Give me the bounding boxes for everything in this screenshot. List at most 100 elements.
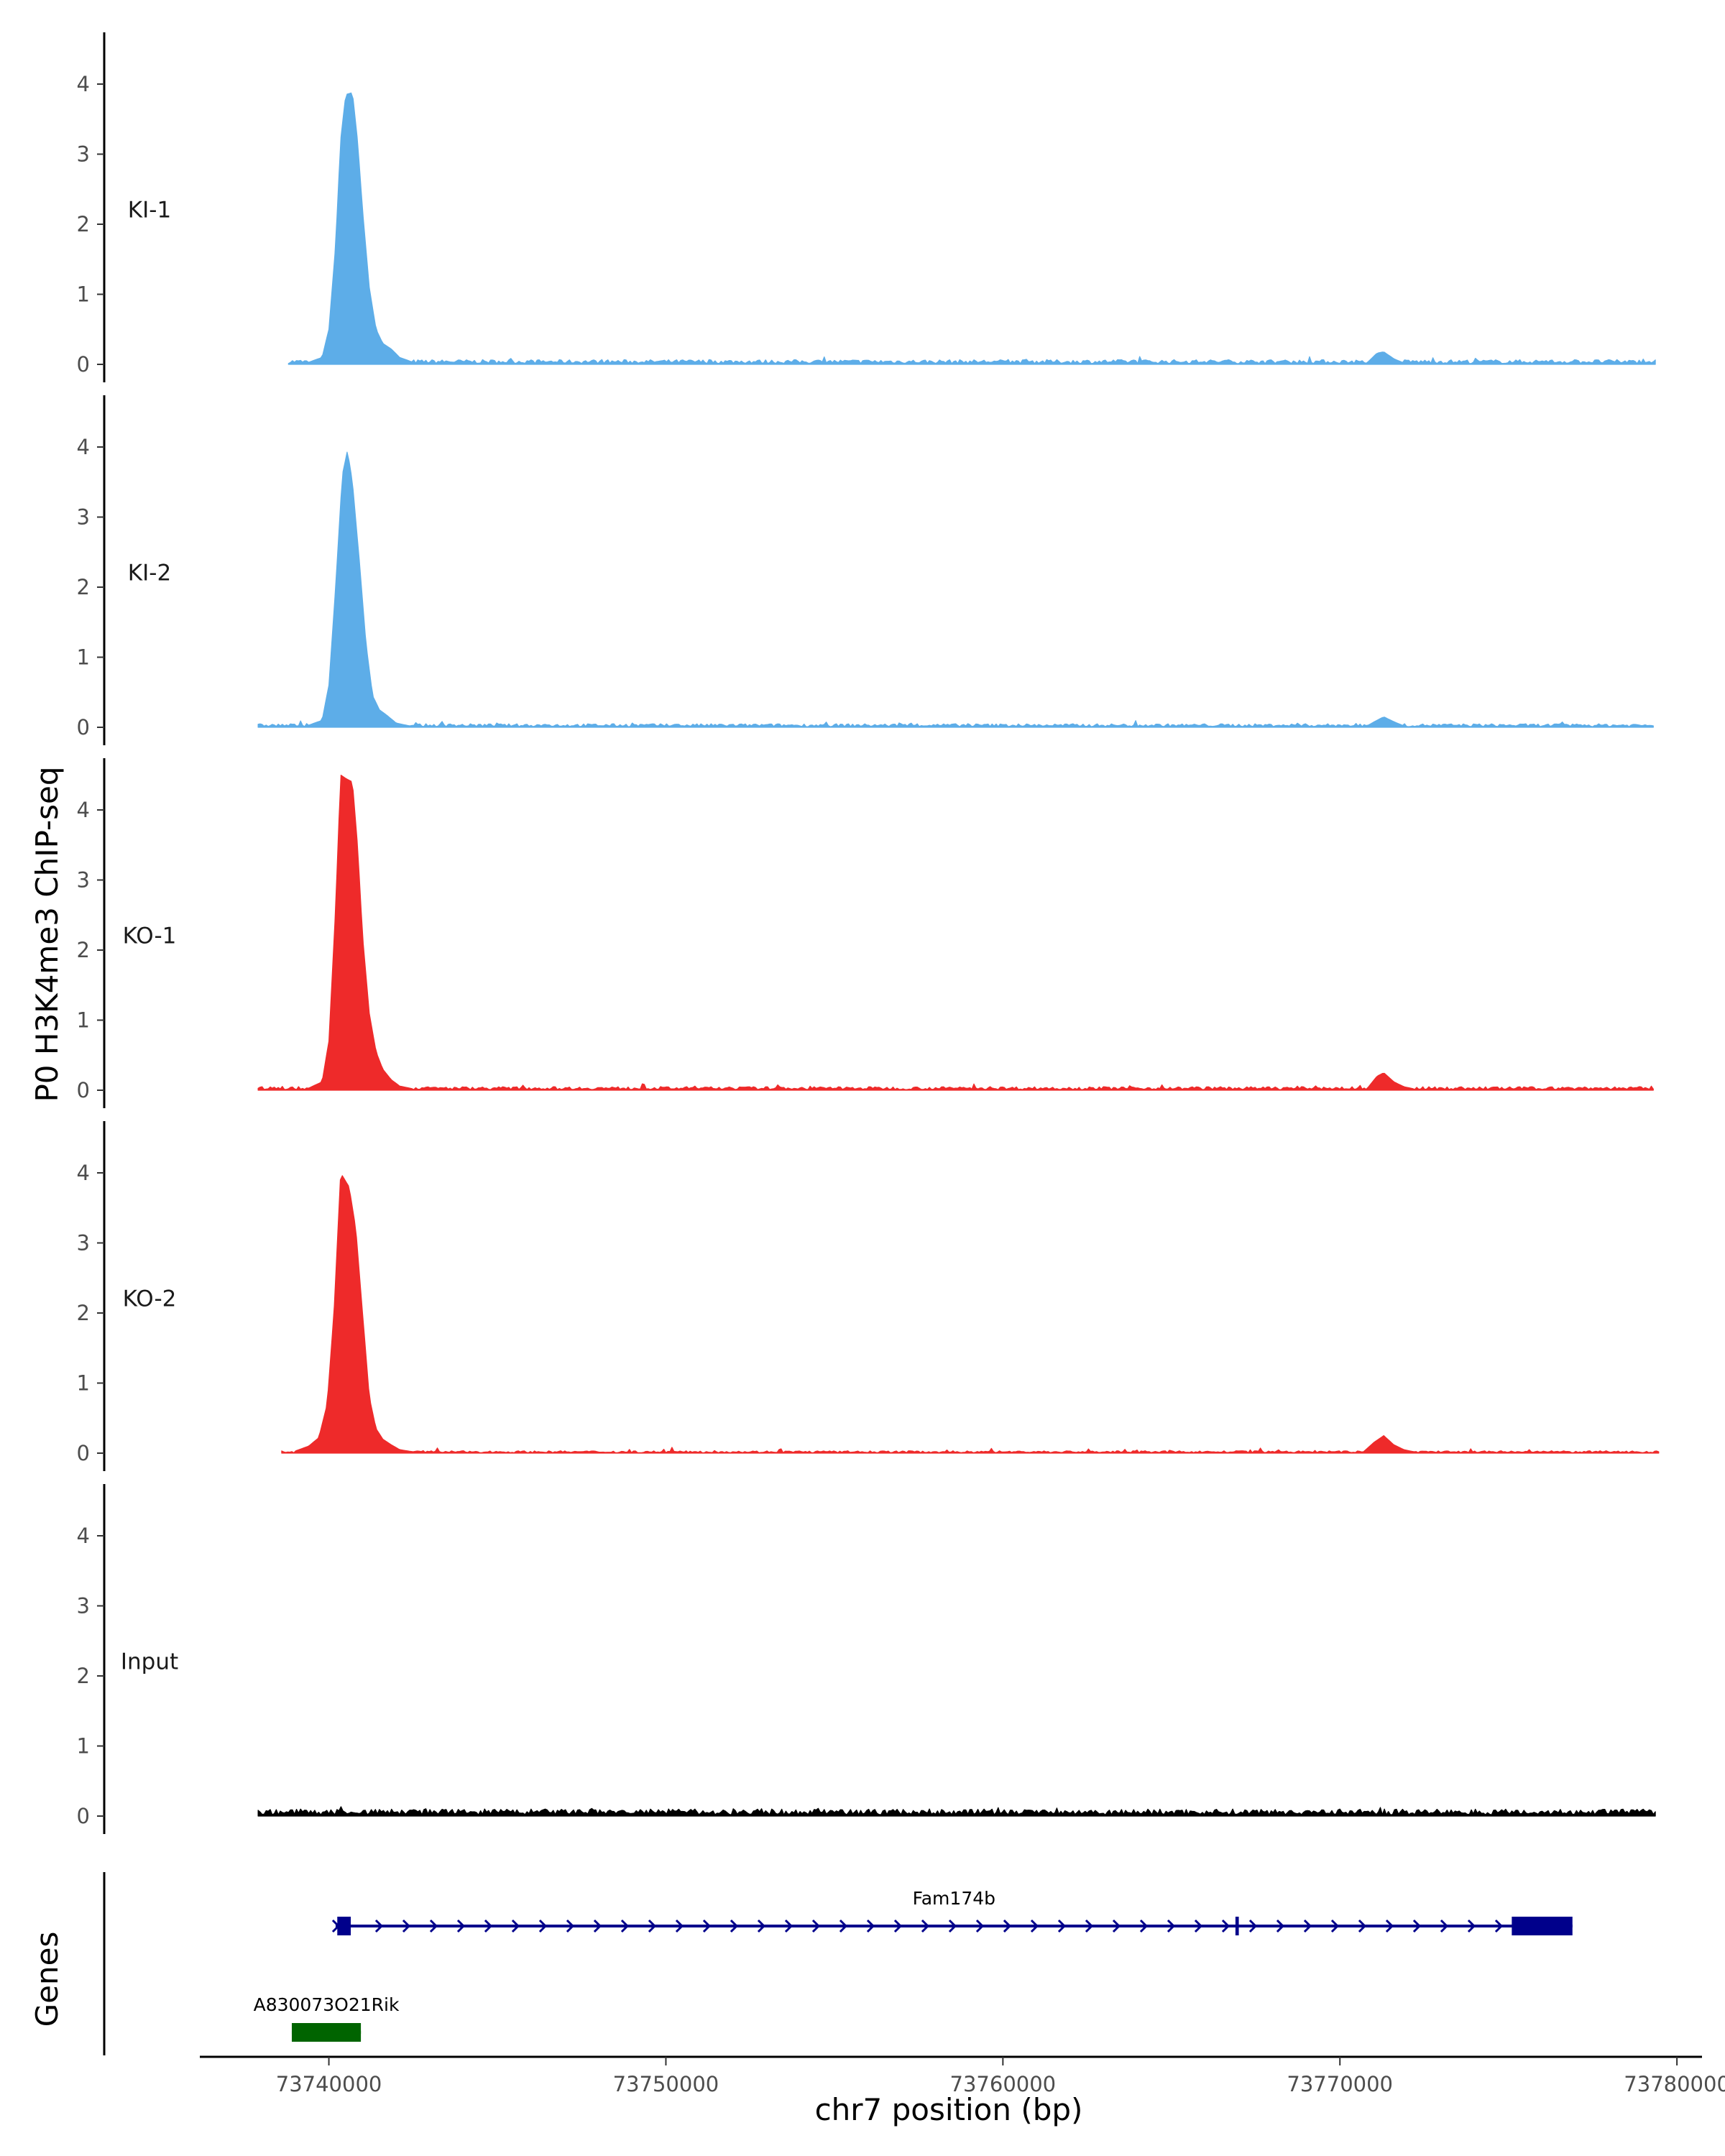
strand-chevron [839, 1919, 848, 1933]
strand-chevron [1330, 1919, 1340, 1933]
track-label: KO-2 [123, 1286, 177, 1312]
track-ko-1: 0 1 2 3 4 KO-1 [77, 758, 1654, 1108]
y-tick-label: 1 [77, 1008, 90, 1033]
y-tick-label: 0 [77, 715, 90, 740]
strand-chevron [1167, 1919, 1176, 1933]
y-tick-label: 3 [77, 1594, 90, 1618]
exon [291, 2023, 362, 2042]
coverage-area [257, 451, 1654, 728]
coverage-area [288, 92, 1656, 365]
strand-chevron [456, 1919, 466, 1933]
strand-chevron [702, 1919, 712, 1933]
y-tick-label: 2 [77, 1664, 90, 1688]
gene-a830073o21rik: A830073O21Rik [254, 1994, 400, 2042]
strand-chevron [1112, 1919, 1121, 1933]
y-tick-label: 0 [77, 352, 90, 377]
coverage-area [257, 1806, 1656, 1817]
strand-chevron [1276, 1919, 1285, 1933]
strand-chevron [948, 1919, 957, 1933]
strand-chevron [1467, 1919, 1476, 1933]
x-tick-label: 73750000 [613, 2072, 719, 2096]
genes-axis-title: Genes [29, 1932, 65, 2027]
strand-chevron [1139, 1919, 1149, 1933]
y-tick-label: 2 [77, 575, 90, 599]
strand-chevron [893, 1919, 903, 1933]
y-tick-label: 3 [77, 505, 90, 530]
y-tick-label: 4 [77, 1524, 90, 1548]
strand-chevron [975, 1919, 985, 1933]
y-tick-label: 1 [77, 1734, 90, 1759]
track-ki-1: 0 1 2 3 4 KI-1 [77, 32, 1656, 382]
strand-chevron [1221, 1919, 1230, 1933]
strand-chevron [1003, 1919, 1012, 1933]
strand-chevron [730, 1919, 739, 1933]
strand-chevron [620, 1919, 630, 1933]
strand-chevron [675, 1919, 684, 1933]
y-tick-label: 4 [77, 798, 90, 822]
strand-chevron [1085, 1919, 1094, 1933]
strand-chevron [511, 1919, 520, 1933]
strand-chevron [1303, 1919, 1312, 1933]
y-tick-label: 1 [77, 645, 90, 670]
strand-chevron [1412, 1919, 1422, 1933]
x-tick-label: 73780000 [1624, 2072, 1725, 2096]
y-tick-label: 4 [77, 72, 90, 96]
strand-chevron [1194, 1919, 1203, 1933]
strand-chevron [484, 1919, 493, 1933]
y-tick-label: 0 [77, 1441, 90, 1465]
coverage-tracks: 0 1 2 3 4 KI-1 0 1 2 3 4 KI-2 0 1 2 3 4 KO-1 0 1 2 3 4 KO-2 0 1 2 3… [77, 32, 1660, 1834]
exon [1512, 1917, 1573, 1935]
strand-chevron [1030, 1919, 1039, 1933]
gene-label: A830073O21Rik [254, 1994, 400, 2015]
exon [337, 1917, 351, 1935]
strand-chevron [1440, 1919, 1449, 1933]
strand-chevron [811, 1919, 821, 1933]
y-tick-label: 1 [77, 1371, 90, 1396]
strand-chevron [784, 1919, 794, 1933]
strand-chevron [566, 1919, 575, 1933]
strand-chevron [538, 1919, 548, 1933]
y-tick-label: 1 [77, 282, 90, 307]
gene-label: Fam174b [913, 1888, 995, 1909]
track-label: KI-2 [128, 560, 171, 586]
x-axis-title: chr7 position (bp) [815, 2092, 1083, 2127]
y-tick-label: 3 [77, 142, 90, 167]
track-ko-2: 0 1 2 3 4 KO-2 [77, 1121, 1660, 1471]
y-tick-label: 0 [77, 1078, 90, 1102]
strand-chevron [429, 1919, 438, 1933]
strand-chevron [402, 1919, 411, 1933]
strand-chevron [648, 1919, 657, 1933]
y-tick-label: 4 [77, 435, 90, 459]
track-label: Input [121, 1649, 178, 1674]
strand-chevron [921, 1919, 930, 1933]
track-ki-2: 0 1 2 3 4 KI-2 [77, 395, 1654, 745]
strand-chevron [1494, 1919, 1504, 1933]
genes-panel: Fam174b A830073O21Rik [103, 1872, 1573, 2055]
x-tick-label: 73760000 [950, 2072, 1057, 2096]
track-label: KO-1 [123, 923, 177, 949]
y-tick-label: 2 [77, 938, 90, 962]
strand-chevron [1057, 1919, 1067, 1933]
y-tick-label: 4 [77, 1161, 90, 1185]
exon [1235, 1917, 1239, 1935]
track-label: KI-1 [128, 197, 171, 223]
strand-chevron [866, 1919, 875, 1933]
x-tick-label: 73770000 [1287, 2072, 1393, 2096]
strand-chevron [374, 1919, 384, 1933]
y-tick-label: 2 [77, 1301, 90, 1325]
strand-chevron [1248, 1919, 1258, 1933]
y-tick-label: 3 [77, 1231, 90, 1256]
x-axis: 73740000 73750000 73760000 73770000 73780000 [200, 2055, 1725, 2096]
strand-chevron [1358, 1919, 1367, 1933]
strand-chevron [1385, 1919, 1394, 1933]
y-axis-title: P0 H3K4me3 ChIP-seq [29, 766, 65, 1102]
coverage-area [281, 1175, 1660, 1454]
strand-chevron [757, 1919, 766, 1933]
y-tick-label: 2 [77, 212, 90, 236]
strand-chevron [593, 1919, 602, 1933]
y-tick-label: 0 [77, 1804, 90, 1828]
coverage-area [257, 775, 1654, 1091]
track-input: 0 1 2 3 4 Input [77, 1484, 1656, 1834]
y-tick-label: 3 [77, 868, 90, 893]
